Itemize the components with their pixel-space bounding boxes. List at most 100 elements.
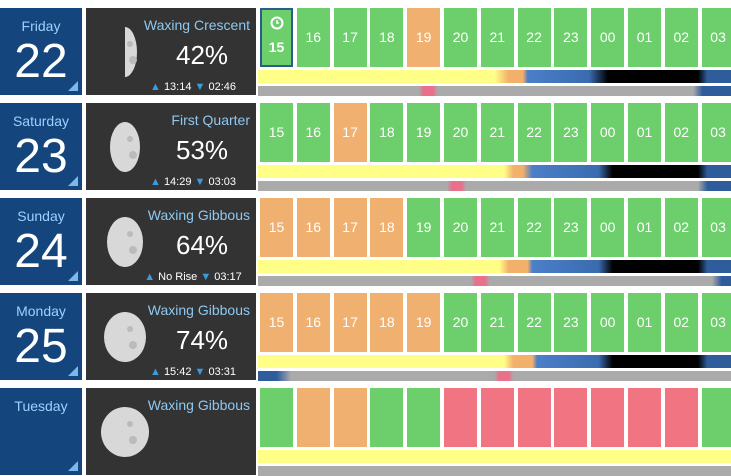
illumination: 42% (176, 40, 229, 70)
hour-cell: 19 (407, 293, 441, 352)
sun-bar (258, 260, 731, 273)
hour-cell (407, 388, 441, 447)
hour-cell: 00 (591, 198, 625, 257)
hour-cell: 19 (407, 103, 441, 162)
corner-icon (68, 366, 78, 376)
hour-cell: 20 (444, 198, 477, 257)
phase-name: Waxing Gibbous (147, 207, 250, 223)
hour-label: 16 (305, 29, 322, 45)
hour-cell: 01 (628, 103, 661, 162)
hour-cell: 23 (554, 198, 588, 257)
hour-label: 03 (710, 314, 726, 330)
arrow-icon: ▲ (144, 271, 159, 283)
hour-cell (260, 388, 293, 447)
hour-label: 22 (526, 219, 542, 235)
hour-cell: 02 (664, 198, 698, 257)
hour-label: 19 (415, 314, 432, 330)
sun-bar (258, 70, 731, 83)
hour-label: 02 (673, 314, 690, 330)
hour-label: 23 (563, 124, 579, 140)
hour-label: 17 (342, 29, 358, 45)
time: 02:46 (208, 81, 236, 93)
moon-bar (258, 181, 731, 191)
hour-label: 22 (526, 124, 542, 140)
moon-bar (258, 371, 731, 381)
hour-cell: 17 (333, 8, 367, 67)
date: 23 (14, 130, 68, 183)
hour-cell: 16 (296, 8, 330, 67)
moon-block: Waxing Crescent 42% ▲ 13:14 ▼ 02:46 (86, 8, 256, 95)
hour-cell (517, 388, 551, 447)
hour-label: 23 (563, 219, 579, 235)
hour-cell: 18 (370, 8, 404, 67)
hour-cell: 03 (701, 103, 731, 162)
time: No Rise (158, 271, 198, 283)
hour-label: 00 (599, 124, 616, 140)
time: 13:14 (163, 81, 192, 93)
hour-cell: 03 (701, 8, 731, 67)
hour-label: 20 (452, 29, 469, 45)
hour-cell: 02 (664, 103, 698, 162)
moon-bar (258, 276, 731, 286)
rise-set: ▲ 15:42 ▼ 03:31 (130, 366, 256, 378)
hour-cell: 03 (701, 293, 731, 352)
hour-cell: 23 (554, 8, 588, 67)
hour-label: 02 (673, 29, 690, 45)
hour-label: 22 (526, 29, 542, 45)
hour-label: 21 (489, 314, 506, 330)
hour-label: 01 (636, 314, 653, 330)
hour-label: 21 (489, 124, 506, 140)
hour-label: 19 (415, 219, 432, 235)
hour-cell (591, 388, 625, 447)
hour-label: 16 (305, 314, 322, 330)
hour-cell: 21 (480, 8, 514, 67)
hour-label: 00 (599, 219, 616, 235)
hour-cell: 19 (407, 8, 441, 67)
moon-bar (258, 86, 731, 96)
hour-label: 20 (452, 124, 469, 140)
hour-label: 20 (452, 219, 469, 235)
hour-label: 03 (710, 124, 726, 140)
hour-cell: 15 (260, 103, 293, 162)
hour-cell: 17 (333, 293, 367, 352)
rise-set: ▲ 13:14 ▼ 02:46 (130, 81, 256, 93)
day-name: Friday (21, 18, 61, 34)
hour-cell: 01 (628, 8, 661, 67)
corner-icon (68, 176, 78, 186)
hour-cell (701, 388, 731, 447)
hour-label: 16 (305, 124, 322, 140)
hour-label: 18 (379, 314, 395, 330)
hour-label: 02 (673, 219, 690, 235)
moon-icon (107, 217, 143, 267)
hour-label: 01 (636, 29, 653, 45)
day-name: Tuesday (14, 398, 68, 414)
hour-cell: 22 (517, 8, 551, 67)
hour-cell: 22 (517, 293, 551, 352)
corner-icon (68, 81, 78, 91)
moon-icon (100, 27, 137, 77)
hour-label: 00 (599, 29, 616, 45)
hour-label: 15 (268, 314, 285, 330)
day-name: Monday (16, 303, 66, 319)
hour-cell: 01 (628, 293, 661, 352)
hour-cell: 20 (444, 8, 477, 67)
hour-cell: 18 (370, 293, 404, 352)
hour-cell: 16 (296, 293, 330, 352)
hour-cell: 16 (296, 103, 330, 162)
day-block: Monday 25 (0, 293, 82, 380)
phase-name: Waxing Gibbous (147, 302, 250, 318)
arrow-icon: ▲ (149, 81, 164, 93)
day-block: Tuesday (0, 388, 82, 475)
hour-label: 23 (563, 314, 579, 330)
date: 22 (14, 35, 68, 88)
hour-cell (628, 388, 661, 447)
hour-label: 03 (710, 29, 726, 45)
phase-name: Waxing Crescent (143, 17, 250, 33)
arrow-icon: ▲ (149, 176, 164, 188)
hour-label: 18 (379, 29, 395, 45)
time: 03:03 (208, 176, 236, 188)
hour-cell: 18 (370, 103, 404, 162)
moon-block: Waxing Gibbous 64% ▲ No Rise ▼ 03:17 (86, 198, 256, 285)
moon-icon (110, 122, 140, 172)
phase-name: First Quarter (171, 112, 250, 128)
